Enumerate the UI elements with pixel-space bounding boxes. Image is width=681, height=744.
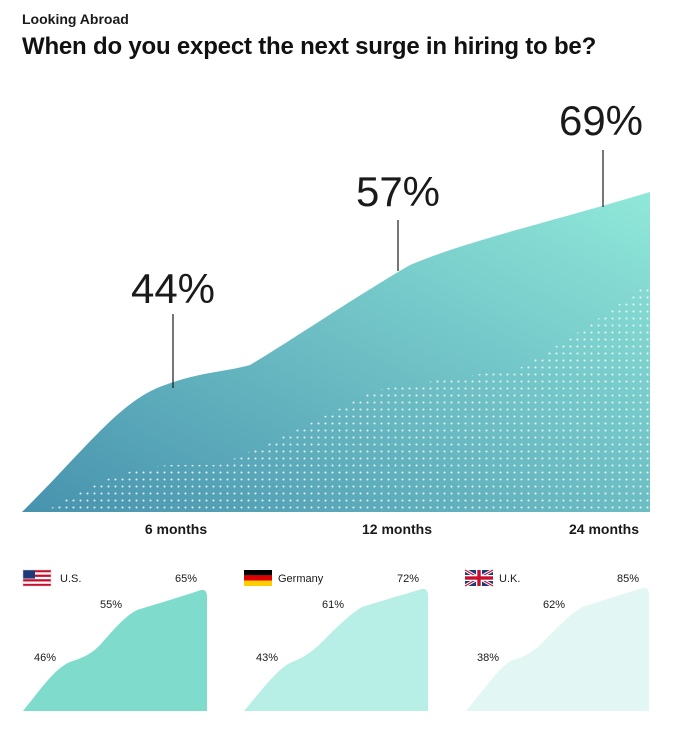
small-us-value-2: 65% xyxy=(175,573,197,585)
eyebrow: Looking Abroad xyxy=(22,11,129,27)
x-tick-6-months: 6 months xyxy=(145,521,207,537)
small-chart-germany: Germany 43% 61% 72% xyxy=(244,570,428,711)
small-chart-uk: U.K. 38% 62% 85% xyxy=(464,568,649,711)
uk-flag-icon xyxy=(464,568,494,588)
small-us-value-1: 55% xyxy=(100,599,122,611)
chart-title: When do you expect the next surge in hir… xyxy=(22,33,597,60)
small-area-uk xyxy=(466,587,649,711)
small-germany-value-1: 61% xyxy=(322,599,344,611)
x-tick-12-months: 12 months xyxy=(362,521,432,537)
small-chart-uk-name: U.K. xyxy=(499,573,520,585)
small-germany-value-0: 43% xyxy=(256,652,278,664)
small-area-us xyxy=(23,589,207,711)
small-chart-us-name: U.S. xyxy=(60,573,81,585)
small-area-germany xyxy=(244,588,428,711)
us-flag-icon xyxy=(22,569,52,587)
main-area-dots xyxy=(45,283,650,512)
small-us-value-0: 46% xyxy=(34,652,56,664)
germany-flag-icon xyxy=(244,570,272,586)
small-chart-germany-name: Germany xyxy=(278,573,324,585)
small-chart-us: U.S. 46% 55% 65% xyxy=(22,569,207,711)
value-label-6-months: 44% xyxy=(131,265,215,312)
x-tick-24-months: 24 months xyxy=(569,521,639,537)
value-label-24-months: 69% xyxy=(559,97,643,144)
small-uk-value-1: 62% xyxy=(543,599,565,611)
small-uk-value-2: 85% xyxy=(617,573,639,585)
small-uk-value-0: 38% xyxy=(477,652,499,664)
value-label-12-months: 57% xyxy=(356,168,440,215)
small-germany-value-2: 72% xyxy=(397,573,419,585)
